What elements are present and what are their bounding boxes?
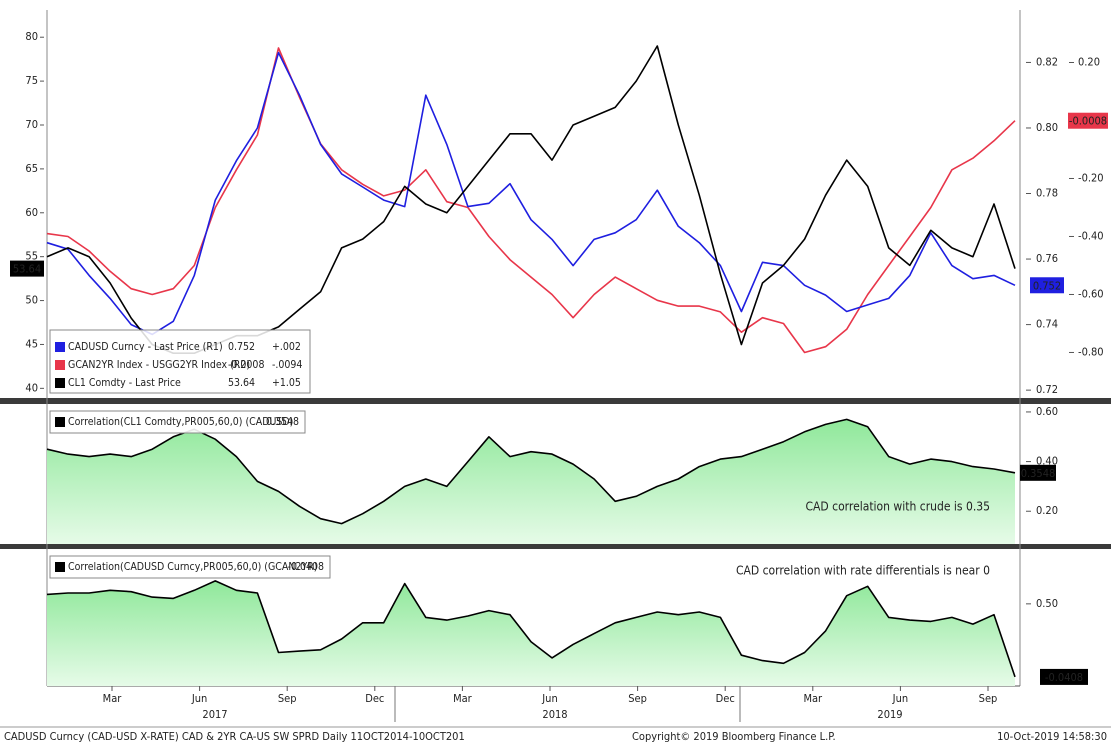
y-tick-label: 0.40 — [1036, 455, 1058, 468]
y-tick-label: 0.78 — [1036, 187, 1058, 200]
annotation: CAD correlation with crude is 0.35 — [805, 500, 990, 514]
legend-last: -0.0008 — [228, 359, 264, 371]
y-tick-label: 45 — [25, 337, 38, 350]
series-line — [46, 51, 1016, 336]
last-value-box — [1040, 668, 1088, 685]
legend-swatch — [55, 378, 65, 388]
y-tick-label: 0.20 — [1078, 55, 1100, 68]
y-tick-label: 0.60 — [1036, 405, 1058, 418]
legend-last: -0.0408 — [288, 561, 324, 573]
x-tick-label: Mar — [803, 692, 823, 705]
y-tick-label: 80 — [25, 30, 38, 43]
last-value-label: 53.64 — [13, 263, 41, 276]
last-value-box — [1068, 112, 1108, 129]
last-value-label: -0.0408 — [1045, 671, 1083, 684]
x-year-label: 2018 — [542, 708, 567, 721]
y-tick-label: 0.50 — [1036, 597, 1058, 610]
legend-box — [49, 410, 306, 434]
legend-change: +.002 — [272, 341, 301, 353]
last-value-box — [1030, 277, 1064, 294]
x-tick-label: Jun — [892, 692, 908, 705]
last-value-box — [1020, 464, 1056, 481]
legend-swatch — [55, 360, 65, 370]
y-tick-label: 60 — [25, 206, 38, 219]
x-tick-label: Jun — [191, 692, 207, 705]
x-tick-label: Sep — [278, 692, 297, 705]
legend-change: -.0094 — [272, 359, 302, 371]
legend-box — [49, 555, 331, 579]
legend-swatch — [55, 562, 65, 572]
legend-swatch — [55, 417, 65, 427]
y-tick-label: 0.20 — [1036, 504, 1058, 517]
panel-divider — [0, 544, 1111, 549]
footer-timestamp: 10-Oct-2019 14:58:30 — [997, 730, 1107, 743]
legend-swatch — [55, 342, 65, 352]
legend-change: +1.05 — [272, 377, 301, 389]
y-tick-label: 40 — [25, 381, 38, 394]
x-tick-label: Mar — [453, 692, 473, 705]
y-tick-label: -0.60 — [1078, 287, 1104, 300]
x-tick-label: Sep — [979, 692, 998, 705]
x-year-label: 2017 — [202, 708, 227, 721]
y-tick-label: 50 — [25, 294, 38, 307]
legend-last: 53.64 — [228, 377, 255, 389]
area-fill — [47, 419, 1015, 544]
x-tick-label: Dec — [716, 692, 735, 705]
y-tick-label: 0.74 — [1036, 318, 1058, 331]
x-tick-label: Jun — [541, 692, 557, 705]
last-value-label: -0.0008 — [1069, 115, 1107, 128]
y-tick-label: 0.72 — [1036, 383, 1058, 396]
y-tick-label: -0.80 — [1078, 345, 1104, 358]
y-tick-label: -0.20 — [1078, 171, 1104, 184]
last-value-label: 0.3548 — [1021, 467, 1056, 480]
x-tick-label: Dec — [365, 692, 384, 705]
footer-description: CADUSD Curncy (CAD-USD X-RATE) CAD & 2YR… — [4, 730, 465, 743]
last-value-label: 0.752 — [1033, 279, 1061, 292]
legend-name: CADUSD Curncy - Last Price (R1) — [68, 341, 223, 353]
legend: CADUSD Curncy - Last Price (R1) 0.752 +.00… — [49, 329, 311, 394]
y-tick-label: 75 — [25, 74, 38, 87]
y-tick-label: 0.82 — [1036, 55, 1058, 68]
legend-name: GCAN2YR Index - USGG2YR Index (R2) — [68, 359, 250, 371]
annotation: CAD correlation with rate differentials … — [736, 564, 990, 578]
x-tick-label: Mar — [103, 692, 123, 705]
x-year-label: 2019 — [877, 708, 902, 721]
panel-divider — [0, 398, 1111, 404]
legend-name: Correlation(CL1 Comdty,PR005,60,0) (CADU… — [68, 416, 293, 428]
y-tick-label: 0.80 — [1036, 121, 1058, 134]
y-tick-label: 65 — [25, 162, 38, 175]
area-fill — [47, 580, 1015, 686]
legend-box — [49, 329, 311, 394]
y-tick-label: 70 — [25, 118, 38, 131]
y-tick-label: -0.40 — [1078, 229, 1104, 242]
legend-last: 0.752 — [228, 341, 255, 353]
series-line — [46, 418, 1016, 525]
y-tick-label: 0.76 — [1036, 252, 1058, 265]
legend-name: CL1 Comdty - Last Price — [68, 377, 181, 389]
series-line — [46, 580, 1016, 678]
legend-last: 0.3548 — [266, 416, 299, 428]
last-value-box — [10, 260, 44, 277]
legend: Correlation(CL1 Comdty,PR005,60,0) (CADU… — [49, 410, 306, 434]
legend-name: Correlation(CADUSD Curncy,PR005,60,0) (G… — [68, 561, 317, 573]
x-tick-label: Sep — [628, 692, 647, 705]
y-tick-label: 55 — [25, 250, 38, 263]
legend: Correlation(CADUSD Curncy,PR005,60,0) (G… — [49, 555, 331, 579]
footer-copyright: Copyright© 2019 Bloomberg Finance L.P. — [632, 730, 836, 743]
